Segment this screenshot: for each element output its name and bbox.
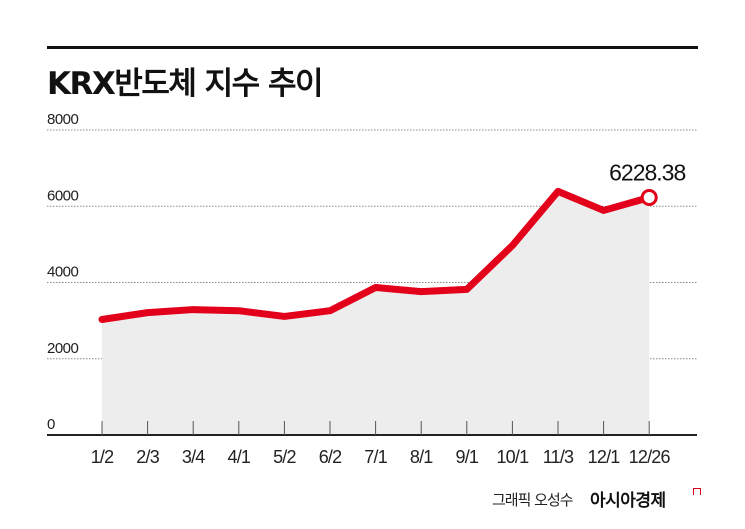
x-tick-label: 12/1 [588,447,621,467]
y-axis-labels: 0 2000 4000 6000 8000 [47,111,79,433]
y-tick-label: 4000 [47,264,79,281]
x-tick-label: 2/3 [136,447,159,467]
x-tick-label: 9/1 [455,447,478,467]
x-tick-label: 6/2 [319,447,342,467]
area-fill [102,191,650,435]
top-rule [47,46,698,49]
publisher-logo: 아시아경제 [590,491,666,511]
x-axis-ticks [101,421,650,435]
data-line [98,187,653,323]
chart-title: KRX반도체 지수 추이 [47,66,324,102]
x-tick-label: 5/2 [273,447,296,467]
x-tick-label: 11/3 [543,447,574,467]
x-tick-label: 4/1 [227,447,250,467]
brand-mark-icon [693,488,701,495]
y-tick-label: 0 [47,416,55,433]
end-value-label: 6228.38 [609,160,685,186]
x-tick-label: 10/1 [496,447,529,467]
x-axis-labels: 1/2 2/3 3/4 4/1 5/2 6/2 7/1 8/1 9/1 10/1 11/3 12/1 1… [91,447,672,467]
y-tick-label: 6000 [47,187,79,204]
y-tick-label: 8000 [47,111,79,128]
x-tick-label: 7/1 [364,447,387,467]
x-tick-label: 3/4 [182,447,205,467]
graphic-credit: 그래픽 오성수 [492,491,574,509]
end-point-marker [640,189,658,207]
y-tick-label: 2000 [47,340,79,357]
x-tick-label: 1/2 [91,447,114,467]
x-tick-label: 12/26 [629,447,671,467]
x-tick-label: 8/1 [410,447,433,467]
